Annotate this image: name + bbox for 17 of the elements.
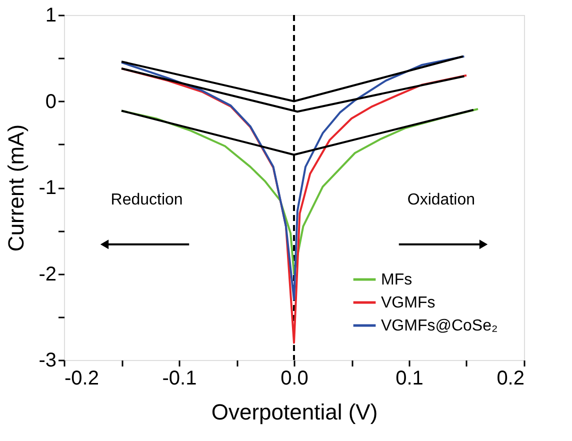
- x-tick-label: -0.1: [162, 368, 197, 390]
- legend-label: MFs: [381, 272, 412, 288]
- annotation: Reduction: [110, 192, 183, 209]
- annotation: Oxidation: [407, 192, 475, 209]
- x-tick-label: -0.2: [64, 368, 99, 390]
- y-tick-label: -1: [38, 177, 56, 199]
- y-axis-title: Current (mA): [4, 124, 29, 252]
- y-tick-label: 1: [45, 4, 56, 26]
- y-tick-label: -3: [38, 350, 56, 372]
- y-tick-label: 0: [45, 90, 56, 113]
- x-tick-label: 0.1: [396, 368, 424, 390]
- legend-label: VGMFs: [381, 294, 436, 312]
- x-tick-label: 0.0: [280, 368, 308, 390]
- y-tick-label: -2: [38, 263, 56, 286]
- legend-label: VGMFs@CoSe₂: [381, 318, 498, 334]
- x-axis-title: Overpotential (V): [211, 400, 378, 424]
- x-tick-label: 0.2: [496, 368, 524, 390]
